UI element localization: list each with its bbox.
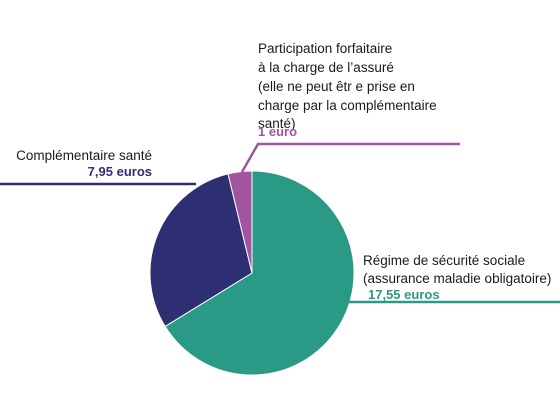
complementaire-label: Complémentaire santé: [16, 148, 152, 163]
participation-label: Participation forfaitaire à la charge de…: [258, 41, 440, 131]
participation-label-line-2: à la charge de l’assuré: [258, 60, 394, 75]
complementaire-value: 7,95 euros: [88, 164, 152, 179]
securite-sociale-label-line-2: (assurance maladie obligatoire): [363, 271, 551, 286]
participation-value: 1 euro: [258, 124, 297, 139]
pie-slice-complementaire: [149, 173, 253, 328]
participation-label-line-4: charge par la complémentaire: [258, 98, 437, 113]
securite-sociale-value: 17,55 euros: [368, 287, 440, 302]
leader-line-securite-sociale: [317, 295, 560, 304]
leader-line-participation: [240, 142, 460, 173]
pie-slices: [149, 170, 355, 376]
securite-sociale-label: Régime de sécurité sociale (assurance ma…: [363, 253, 551, 286]
participation-label-line-5: santé): [258, 116, 296, 131]
participation-label-line-1: Participation forfaitaire: [258, 41, 392, 56]
participation-label-line-3: (elle ne peut êtr e prise en: [258, 79, 415, 94]
securite-sociale-label-line-1: Régime de sécurité sociale: [363, 253, 525, 268]
pie-slice-securite-sociale: [164, 170, 355, 376]
participation-value-text: 1 euro: [258, 124, 297, 139]
pie-slice-participation: [227, 170, 253, 274]
